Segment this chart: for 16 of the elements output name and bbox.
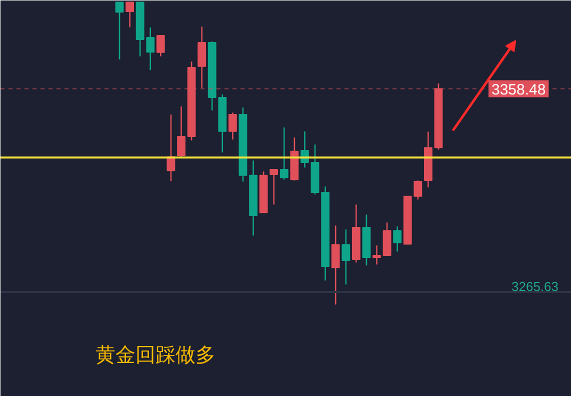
candlestick: [126, 2, 134, 28]
annotation: 黄金回踩做多: [96, 342, 216, 366]
candlestick: [342, 228, 350, 286]
candlestick: [270, 168, 278, 206]
candlestick: [372, 244, 381, 266]
candlestick: [414, 180, 422, 200]
candlestick: [156, 34, 165, 57]
ref-line-label: 3265.63: [512, 279, 559, 294]
candlestick: [228, 112, 237, 140]
ref-line-label: 3358.48: [492, 81, 546, 98]
candlestick: [198, 26, 206, 88]
candlestick: [280, 126, 288, 180]
candlestick: [331, 224, 340, 306]
candlestick: [393, 226, 402, 252]
candlestick: [177, 106, 186, 158]
candlestick: [115, 2, 124, 60]
